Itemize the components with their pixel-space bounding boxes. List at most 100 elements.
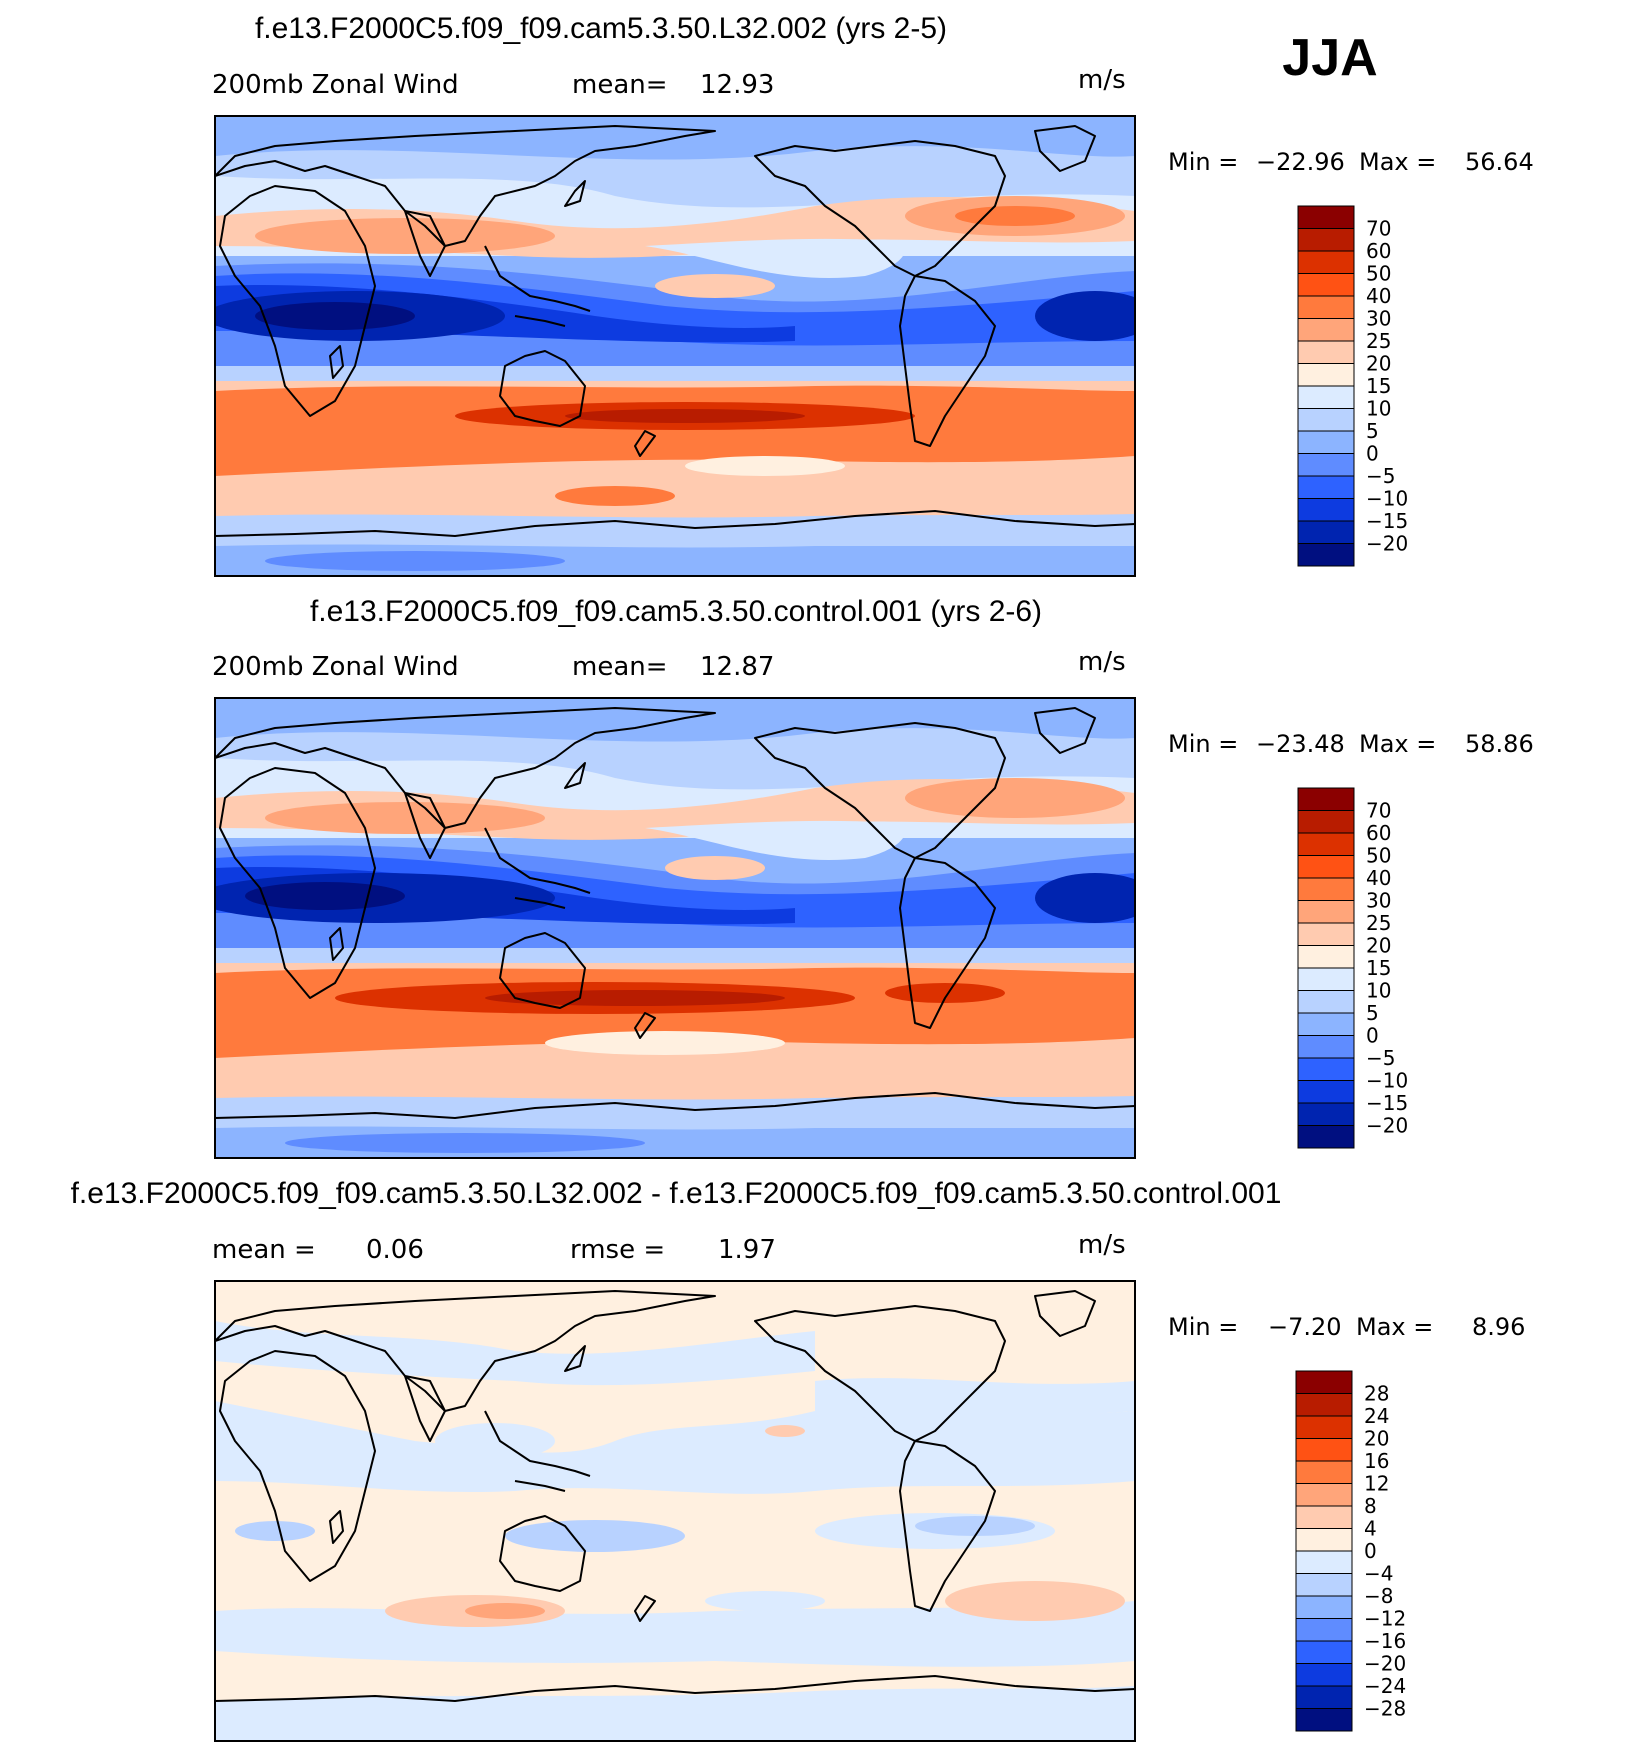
tropical-atlantic-core xyxy=(1035,291,1135,341)
colorbar-swatch xyxy=(1295,1708,1353,1732)
colorbar-swatch xyxy=(1297,385,1355,409)
colorbar-tick-label: −16 xyxy=(1364,1629,1406,1653)
panel-3-title: f.e13.F2000C5.f09_f09.cam5.3.50.L32.002 … xyxy=(71,1177,1282,1210)
colorbar-tick-label: 4 xyxy=(1364,1517,1377,1541)
colorbar-tick-label: 10 xyxy=(1366,979,1391,1003)
colorbar-swatch xyxy=(1297,273,1355,297)
colorbar-swatch xyxy=(1295,1595,1353,1619)
colorbar-tick-label: 40 xyxy=(1366,866,1391,890)
map-frame xyxy=(214,1280,1136,1742)
colorbar-swatch xyxy=(1297,430,1355,454)
colorbar-tick-label: 30 xyxy=(1366,307,1391,331)
colorbar-tick-label: 20 xyxy=(1366,352,1391,376)
sh-pale-band xyxy=(215,456,1135,526)
panel-3-min-label: Min = xyxy=(1168,1313,1238,1341)
colorbar-swatch xyxy=(1297,1080,1355,1104)
colorbar-tick-label: 15 xyxy=(1366,956,1391,980)
colorbar-swatch xyxy=(1295,1618,1353,1642)
colorbar-swatch xyxy=(1297,543,1355,567)
colorbar-tick-label: 5 xyxy=(1366,419,1379,443)
colorbar-swatch xyxy=(1295,1393,1353,1417)
sh-cell xyxy=(555,486,675,506)
panel-3-max-value: 8.96 xyxy=(1472,1313,1525,1341)
colorbar-swatch xyxy=(1297,877,1355,901)
colorbar-tick-label: −5 xyxy=(1366,464,1395,488)
panel-2-min-value: −23.48 xyxy=(1256,730,1345,758)
pacific-pale-cell xyxy=(655,274,775,298)
panel-3-mean-label: mean = xyxy=(212,1235,316,1265)
panel-1-max-value: 56.64 xyxy=(1465,148,1534,176)
colorbar-swatch xyxy=(1295,1573,1353,1597)
colorbar-tick-label: −8 xyxy=(1364,1584,1393,1608)
diff-neg-band-1 xyxy=(215,1321,815,1386)
sh-jet-deep-core xyxy=(485,990,785,1006)
map-frame xyxy=(214,697,1136,1159)
sh-pale-band xyxy=(215,1038,1135,1108)
sh-jet-atlantic xyxy=(885,983,1005,1003)
diff-neg-cell-6 xyxy=(705,1591,825,1611)
panel-3: f.e13.F2000C5.f09_f09.cam5.3.50.L32.002 … xyxy=(71,1177,1525,1742)
panel-2-title: f.e13.F2000C5.f09_f09.cam5.3.50.control.… xyxy=(310,595,1042,628)
colorbar-swatch xyxy=(1297,363,1355,387)
tropical-deep-core xyxy=(245,882,405,910)
panel-3-max-label: Max = xyxy=(1356,1313,1433,1341)
colorbar-swatch xyxy=(1297,205,1355,229)
diff-neg-cell-3 xyxy=(915,1516,1035,1536)
panel-3-min-value: −7.20 xyxy=(1268,1313,1342,1341)
colorbar-tick-label: 12 xyxy=(1364,1472,1389,1496)
panel-1-min-value: −22.96 xyxy=(1256,148,1345,176)
panel-1-min-label: Min = xyxy=(1168,148,1238,176)
colorbar-swatch xyxy=(1297,250,1355,274)
colorbar-tick-label: 25 xyxy=(1366,911,1391,935)
colorbar-tick-label: 50 xyxy=(1366,844,1391,868)
colorbar-tick-label: −5 xyxy=(1366,1046,1395,1070)
colorbar-swatch xyxy=(1295,1550,1353,1574)
pacific-tongue xyxy=(645,238,905,279)
colorbar-swatch xyxy=(1297,787,1355,811)
colorbar-tick-label: 60 xyxy=(1366,239,1391,263)
panel-2-mean-label: mean= xyxy=(572,652,668,682)
colorbar-swatch xyxy=(1297,1012,1355,1036)
panel-1-mean-label: mean= xyxy=(572,70,668,100)
colorbar-tick-label: −20 xyxy=(1366,532,1408,556)
colorbar-tick-label: −20 xyxy=(1366,1114,1408,1138)
colorbar-tick-label: −12 xyxy=(1364,1607,1406,1631)
colorbar-tick-label: 15 xyxy=(1366,374,1391,398)
colorbar-tick-label: 28 xyxy=(1364,1382,1389,1406)
colorbar-swatch xyxy=(1295,1370,1353,1394)
diff-neg-cell-4 xyxy=(505,1520,685,1552)
nh-jet-america-core xyxy=(955,206,1075,226)
diff-neg-cell-5 xyxy=(235,1521,315,1541)
panel-3-rmse-value: 1.97 xyxy=(718,1235,776,1265)
diff-pos-cell-4 xyxy=(765,1425,805,1437)
colorbar-tick-label: −24 xyxy=(1364,1674,1406,1698)
colorbar-swatch xyxy=(1297,295,1355,319)
colorbar-swatch xyxy=(1297,498,1355,522)
panel-2-mean-value: 12.87 xyxy=(700,652,774,682)
panel-2-units: m/s xyxy=(1078,647,1126,677)
colorbar-tick-label: 0 xyxy=(1366,442,1379,466)
colorbar-swatch xyxy=(1297,453,1355,477)
colorbar-swatch xyxy=(1297,228,1355,252)
panel-1: f.e13.F2000C5.f09_f09.cam5.3.50.L32.002 … xyxy=(212,12,1534,577)
colorbar-swatch xyxy=(1295,1640,1353,1664)
panel-1-units: m/s xyxy=(1078,65,1126,95)
diff-neg-cell-1 xyxy=(435,1423,555,1459)
colorbar-tick-label: 24 xyxy=(1364,1404,1389,1428)
panel-2-max-label: Max = xyxy=(1359,730,1436,758)
colorbar-swatch xyxy=(1297,810,1355,834)
polar-blue-cell xyxy=(285,1133,645,1153)
colorbar-tick-label: 30 xyxy=(1366,889,1391,913)
colorbar-tick-label: 5 xyxy=(1366,1001,1379,1025)
colorbar-tick-label: −10 xyxy=(1366,1069,1408,1093)
tropical-atlantic-core xyxy=(1035,873,1135,923)
diff-pos-cell-2 xyxy=(465,1603,545,1619)
colorbar-tick-label: 20 xyxy=(1364,1427,1389,1451)
colorbar-tick-label: 60 xyxy=(1366,821,1391,845)
colorbar-swatch xyxy=(1297,475,1355,499)
colorbar-swatch xyxy=(1297,318,1355,342)
